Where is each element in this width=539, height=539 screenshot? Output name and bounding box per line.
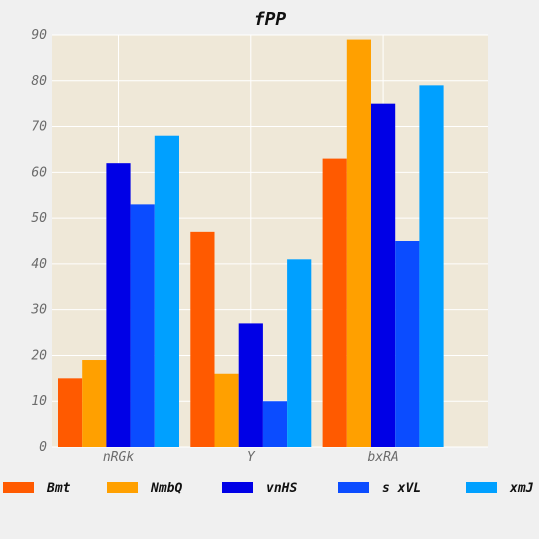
legend-swatch <box>107 482 138 493</box>
bar-vnHS-Y <box>238 323 263 447</box>
bar-vnHS-bxRA <box>371 103 396 448</box>
y-tick-label: 80 <box>31 74 47 89</box>
x-tick-label: Y <box>247 450 256 465</box>
bar-Bmt-Y <box>190 231 215 447</box>
bar-Bmt-bxRA <box>322 158 347 447</box>
bar-NmbQ-bxRA <box>346 39 371 447</box>
y-tick-label: 70 <box>31 120 47 135</box>
x-tick-label: bxRA <box>367 450 398 465</box>
bar-s-xVL-nRGk <box>130 204 155 447</box>
legend-swatch <box>338 482 369 493</box>
bar-s-xVL-Y <box>262 401 288 447</box>
bar-NmbQ-nRGk <box>82 360 107 447</box>
bar-xmJ-Y <box>287 259 312 447</box>
y-tick-label: 40 <box>31 257 47 272</box>
y-tick-label: 10 <box>31 394 47 409</box>
chart-title: fPP <box>254 9 287 30</box>
y-tick-label: 0 <box>39 440 47 455</box>
y-tick-label: 30 <box>30 303 47 318</box>
x-tick-label: nRGk <box>103 450 134 465</box>
bar-xmJ-nRGk <box>154 135 179 447</box>
y-tick-label: 50 <box>31 211 47 226</box>
legend-label: vnHS <box>266 481 297 496</box>
bar-Bmt-nRGk <box>58 378 83 447</box>
y-tick-label: 90 <box>31 28 47 43</box>
y-tick-label: 60 <box>31 165 47 180</box>
legend-label: NmbQ <box>150 481 182 496</box>
legend-label: s xVL <box>382 481 421 496</box>
y-tick-label: 20 <box>31 348 47 363</box>
legend-swatch <box>222 482 253 493</box>
legend-swatch <box>466 482 497 493</box>
legend-label: Bmt <box>46 481 71 496</box>
legend: Bmt NmbQ vnHS s xVL xmJ <box>3 481 534 496</box>
bar-s-xVL-bxRA <box>395 241 420 447</box>
y-axis-ticks: 0 10 20 30 40 50 60 70 80 90 <box>30 28 47 455</box>
bar-vnHS-nRGk <box>106 163 131 447</box>
bars <box>58 39 444 448</box>
bar-xmJ-bxRA <box>419 85 444 447</box>
legend-swatch <box>3 482 34 493</box>
bar-NmbQ-Y <box>214 373 239 447</box>
legend-label: xmJ <box>509 481 534 496</box>
